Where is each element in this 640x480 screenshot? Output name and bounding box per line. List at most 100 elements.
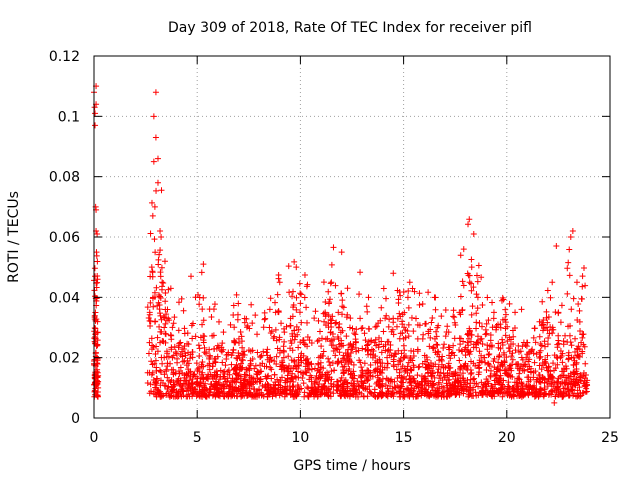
data-point-cloud <box>515 342 522 349</box>
data-point-cloud <box>405 387 412 394</box>
data-point-cloud <box>487 332 494 339</box>
data-point-cloud <box>384 348 391 355</box>
data-point-cloud <box>250 385 257 392</box>
data-point-cloud <box>361 330 368 337</box>
data-point-cloud <box>322 299 329 306</box>
data-point-cloud <box>237 328 244 335</box>
data-point-cloud <box>493 323 500 330</box>
x-axis-label: GPS time / hours <box>293 458 410 474</box>
data-point-cloud <box>337 329 344 336</box>
data-point-cloud <box>540 321 547 328</box>
data-point-cloud <box>543 308 550 315</box>
data-point-cloud <box>298 350 305 357</box>
data-point-cloud <box>297 339 304 346</box>
data-point-cloud <box>575 353 582 360</box>
data-point-cloud <box>232 364 239 371</box>
data-point-cloud <box>278 320 285 327</box>
data-point-cloud <box>400 389 407 396</box>
data-point-cloud <box>93 368 100 375</box>
data-point-cloud <box>515 375 522 382</box>
data-point-cloud <box>154 302 161 309</box>
data-point-cloud <box>334 378 341 385</box>
data-point-cloud <box>274 291 281 298</box>
data-point-cloud <box>412 380 419 387</box>
data-point-cloud <box>343 333 350 340</box>
data-point-cloud <box>458 347 465 354</box>
data-point-cloud <box>325 392 332 399</box>
data-point-cloud <box>444 388 451 395</box>
data-point-cloud <box>570 295 577 302</box>
data-point-cloud <box>462 352 469 359</box>
data-point-cloud <box>237 379 244 386</box>
data-point-cloud <box>334 358 341 365</box>
data-point-cloud <box>409 285 416 292</box>
data-point-cloud <box>327 329 334 336</box>
data-point-cloud <box>273 337 280 344</box>
data-point-cloud <box>306 366 313 373</box>
data-point-cloud <box>490 315 497 322</box>
data-point-cloud <box>304 355 311 362</box>
data-point-cloud <box>539 374 546 381</box>
data-point-cloud <box>372 336 379 343</box>
data-point-cloud <box>301 294 308 301</box>
data-point-cloud <box>324 374 331 381</box>
data-point-cloud <box>217 373 224 380</box>
data-point <box>154 179 161 186</box>
data-point-cloud <box>419 335 426 342</box>
data-point-cloud <box>452 321 459 328</box>
data-point-cloud <box>224 391 231 398</box>
data-point-cloud <box>369 354 376 361</box>
data-point-cloud <box>203 375 210 382</box>
data-point-cloud <box>263 349 270 356</box>
data-point-cloud <box>578 377 585 384</box>
data-point-cloud <box>338 374 345 381</box>
data-point-cloud <box>157 312 164 319</box>
data-point-cloud <box>502 311 509 318</box>
data-point-cloud <box>172 349 179 356</box>
data-point-cloud <box>567 322 574 329</box>
data-point-cloud <box>158 316 165 323</box>
data-point-cloud <box>153 284 160 291</box>
data-point-cloud <box>316 375 323 382</box>
data-point-cloud <box>290 288 297 295</box>
data-point-cloud <box>422 378 429 385</box>
data-point-cloud <box>506 363 513 370</box>
data-point-cloud <box>479 341 486 348</box>
data-point-cloud <box>384 393 391 400</box>
data-point-cloud <box>521 367 528 374</box>
data-point-cloud <box>479 389 486 396</box>
data-point-cloud <box>563 365 570 372</box>
data-point-cloud <box>156 367 163 374</box>
data-point-cloud <box>465 342 472 349</box>
data-point <box>158 234 165 240</box>
data-point <box>200 261 207 268</box>
data-point-cloud <box>565 259 572 266</box>
data-point-cloud <box>229 349 236 356</box>
data-point-cloud <box>246 385 253 392</box>
data-point-cloud <box>255 369 262 376</box>
data-point-cloud <box>186 383 193 390</box>
data-point-cloud <box>370 347 377 354</box>
data-point-cloud <box>486 342 493 349</box>
data-point-cloud <box>486 351 493 358</box>
data-point-cloud <box>497 345 504 352</box>
data-point-cloud <box>290 302 297 309</box>
data-point-cloud <box>199 306 206 313</box>
data-point-cloud <box>545 335 552 342</box>
data-point <box>474 294 481 301</box>
data-point-cloud <box>386 352 393 359</box>
data-point-cloud <box>353 386 360 393</box>
data-point-cloud <box>247 362 254 369</box>
data-point-cloud <box>346 366 353 373</box>
data-point-cloud <box>509 356 516 363</box>
data-point-cloud <box>296 362 303 369</box>
data-point-cloud <box>352 331 359 338</box>
data-point-cloud <box>543 364 550 371</box>
data-point-cloud <box>330 390 337 397</box>
data-point-cloud <box>414 372 421 379</box>
data-point-cloud <box>473 272 480 279</box>
data-point-cloud <box>275 308 282 315</box>
data-point-cloud <box>240 351 247 358</box>
data-point-cloud <box>425 377 432 384</box>
data-point-cloud <box>227 321 234 328</box>
